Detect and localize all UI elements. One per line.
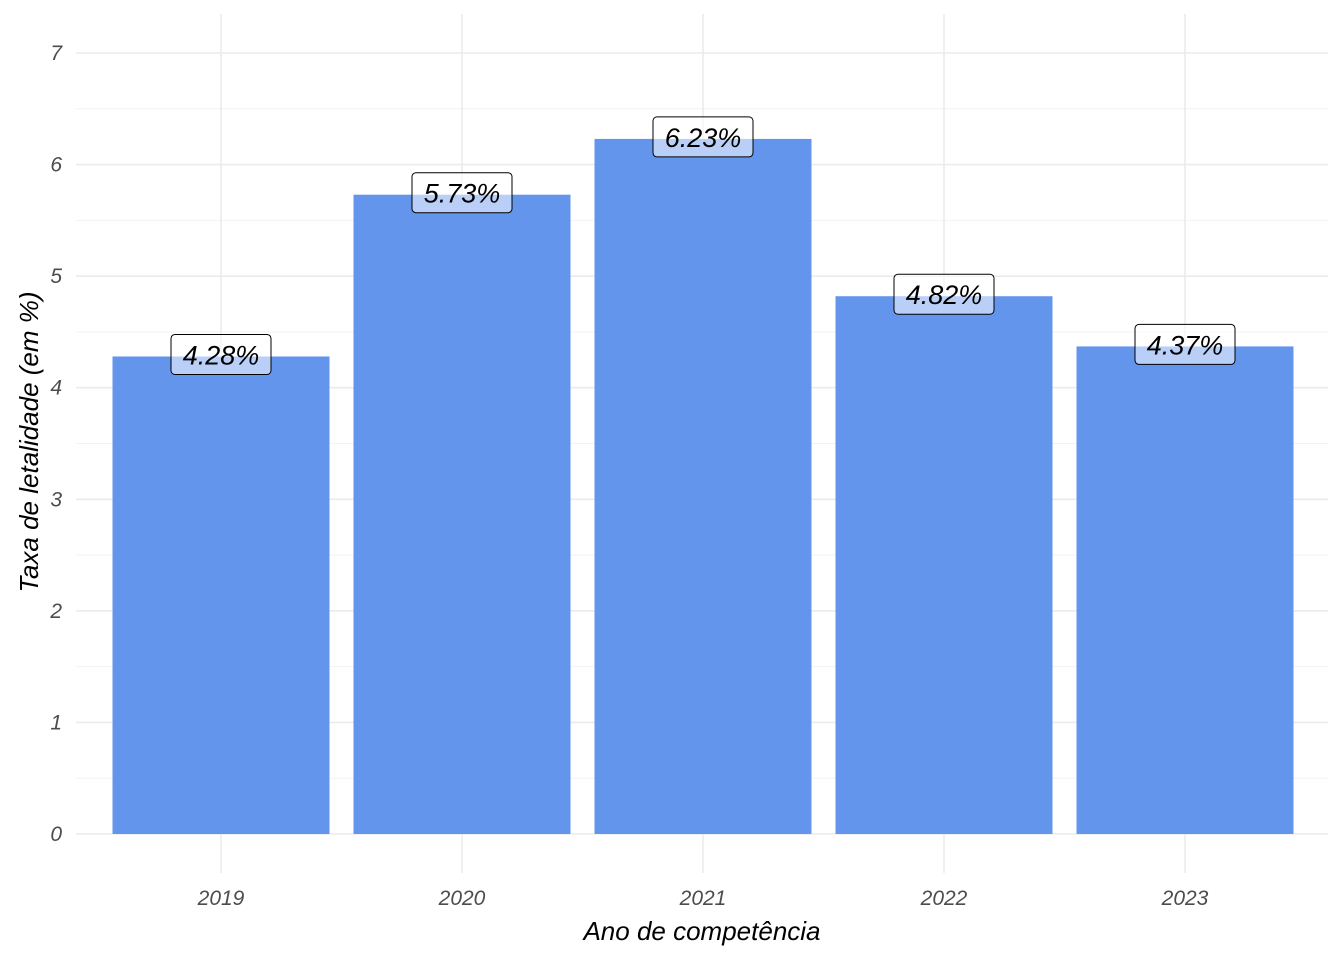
x-tick-label: 2023: [1161, 887, 1209, 910]
y-tick-label: 3: [50, 488, 62, 511]
data-label-text: 5.73%: [424, 179, 501, 209]
data-label-box: [652, 116, 754, 158]
data-label-2023: 4.37%: [1134, 323, 1236, 365]
x-axis-ticks: 2019 2020 2021 2022 2023: [197, 887, 1209, 910]
x-tick-label: 2019: [197, 887, 245, 910]
data-label-2021: 6.23%: [652, 116, 754, 158]
bar-2020: [353, 194, 571, 835]
data-label-2022: 4.82%: [893, 273, 995, 315]
y-tick-label: 4: [50, 377, 62, 400]
x-tick-label: 2022: [920, 887, 968, 910]
y-axis-ticks: 0 1 2 3 4 5 6 7: [49, 42, 63, 846]
y-tick-label: 2: [49, 600, 62, 623]
y-axis-title: Taxa de letalidade (em %): [14, 291, 44, 592]
data-label-box: [170, 333, 272, 375]
x-tick-label: 2020: [438, 887, 486, 910]
y-tick-label: 0: [50, 823, 62, 846]
bar-2023: [1076, 346, 1294, 834]
y-tick-label: 6: [50, 154, 62, 177]
data-label-text: 6.23%: [665, 123, 742, 153]
data-label-box: [1134, 323, 1236, 365]
data-label-2019: 4.28%: [170, 333, 272, 375]
data-label-text: 4.82%: [906, 280, 983, 310]
data-label-text: 4.37%: [1147, 330, 1224, 360]
y-tick-label: 5: [50, 265, 62, 288]
bars: [112, 138, 1294, 835]
bar-2022: [835, 296, 1053, 834]
data-label-box: [893, 273, 995, 315]
data-labels: 4.28% 5.73% 6.23% 4.82% 4.37%: [170, 116, 1236, 375]
y-tick-label: 7: [50, 42, 63, 65]
bar-2021: [594, 138, 812, 834]
data-label-2020: 5.73%: [411, 172, 513, 214]
x-tick-label: 2021: [679, 887, 727, 910]
data-label-box: [411, 172, 513, 214]
y-tick-label: 1: [50, 711, 62, 734]
data-label-text: 4.28%: [183, 340, 260, 370]
x-axis-title: Ano de competência: [581, 916, 820, 946]
bar-2019: [112, 356, 330, 834]
